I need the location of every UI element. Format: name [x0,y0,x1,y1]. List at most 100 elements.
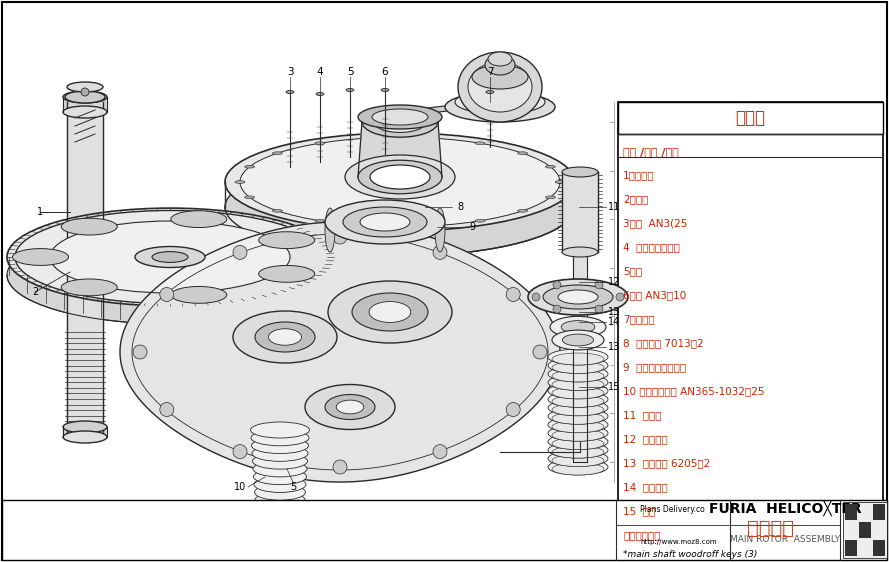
Text: 6螺钉 AN3（10: 6螺钉 AN3（10 [623,290,686,300]
Ellipse shape [61,218,117,235]
Ellipse shape [548,400,608,416]
Ellipse shape [552,455,604,466]
Text: 模友之吧: 模友之吧 [747,519,794,537]
Ellipse shape [244,165,254,168]
Text: 1: 1 [37,207,43,217]
Text: 14  齿轮机座: 14 齿轮机座 [623,482,668,492]
Ellipse shape [488,52,512,66]
Text: 11: 11 [608,202,621,212]
Ellipse shape [253,469,307,484]
Polygon shape [67,102,103,432]
Polygon shape [378,102,522,114]
Ellipse shape [259,232,315,248]
Circle shape [595,305,603,313]
Ellipse shape [367,225,377,228]
Circle shape [506,402,520,416]
Ellipse shape [548,442,608,458]
Ellipse shape [259,265,315,282]
Text: 15  垫圈: 15 垫圈 [623,506,655,516]
Ellipse shape [152,252,188,262]
Text: 10 弹性防松螺母 AN365-1032（25: 10 弹性防松螺母 AN365-1032（25 [623,386,765,396]
Ellipse shape [63,421,107,433]
Ellipse shape [352,293,428,331]
Text: 9: 9 [469,222,475,232]
Ellipse shape [548,366,608,382]
Ellipse shape [255,492,305,508]
Circle shape [533,345,547,359]
Ellipse shape [65,91,105,103]
Ellipse shape [343,207,427,237]
Ellipse shape [315,142,325,144]
Text: 15: 15 [608,382,621,392]
Text: 4: 4 [316,67,324,77]
Ellipse shape [370,165,430,189]
Circle shape [532,293,540,301]
Ellipse shape [563,334,594,346]
Ellipse shape [12,248,68,265]
Circle shape [506,288,520,301]
Text: 8  滚珠轴承 7013（2: 8 滚珠轴承 7013（2 [623,338,703,348]
Ellipse shape [225,158,575,256]
Polygon shape [358,122,442,177]
Bar [618,102,883,552]
Ellipse shape [548,459,608,475]
Ellipse shape [550,316,606,338]
Ellipse shape [485,55,515,75]
Ellipse shape [552,361,604,374]
Bar [845,504,857,520]
Ellipse shape [548,391,608,407]
Text: 2主齿轮: 2主齿轮 [623,194,648,204]
Ellipse shape [252,445,308,461]
Text: 3螺钉  AN3(25: 3螺钉 AN3(25 [623,218,687,228]
Text: 8: 8 [457,202,463,212]
Ellipse shape [552,429,604,441]
Ellipse shape [61,279,117,296]
Ellipse shape [63,106,107,118]
Polygon shape [120,222,560,482]
Ellipse shape [63,431,107,443]
Ellipse shape [423,225,433,228]
Ellipse shape [135,247,205,268]
Circle shape [81,88,89,96]
Ellipse shape [552,378,604,391]
Ellipse shape [225,133,575,231]
Ellipse shape [252,438,308,454]
Text: 5: 5 [347,67,353,77]
Ellipse shape [325,208,335,252]
Ellipse shape [548,416,608,433]
Text: 11  小齿轮: 11 小齿轮 [623,410,661,420]
Ellipse shape [15,211,325,303]
Circle shape [233,445,247,459]
Ellipse shape [545,165,556,168]
Bar [618,102,883,134]
Ellipse shape [458,52,542,122]
Ellipse shape [253,461,307,477]
Ellipse shape [67,82,103,92]
Ellipse shape [254,477,306,492]
Text: 9  变速箱体下半部分: 9 变速箱体下半部分 [623,362,686,372]
Bar [843,502,887,558]
Ellipse shape [528,279,628,315]
Ellipse shape [315,219,325,222]
Ellipse shape [475,142,485,144]
Ellipse shape [255,322,315,352]
Ellipse shape [555,180,565,183]
Text: 3: 3 [286,67,293,77]
Ellipse shape [552,413,604,424]
Ellipse shape [316,93,324,96]
Text: 13: 13 [608,307,621,317]
Bar [845,540,857,556]
Text: 13  滚珠轴承 6205（2: 13 滚珠轴承 6205（2 [623,458,710,468]
Ellipse shape [548,357,608,374]
Text: 13: 13 [608,342,621,352]
Ellipse shape [372,109,428,125]
Circle shape [160,288,173,301]
Polygon shape [63,97,107,112]
Ellipse shape [240,137,560,227]
Text: 部件表: 部件表 [735,109,765,127]
Ellipse shape [369,302,411,323]
Ellipse shape [244,196,254,199]
Text: 7变速箱盖: 7变速箱盖 [623,314,654,324]
Ellipse shape [552,446,604,458]
Circle shape [333,230,347,244]
